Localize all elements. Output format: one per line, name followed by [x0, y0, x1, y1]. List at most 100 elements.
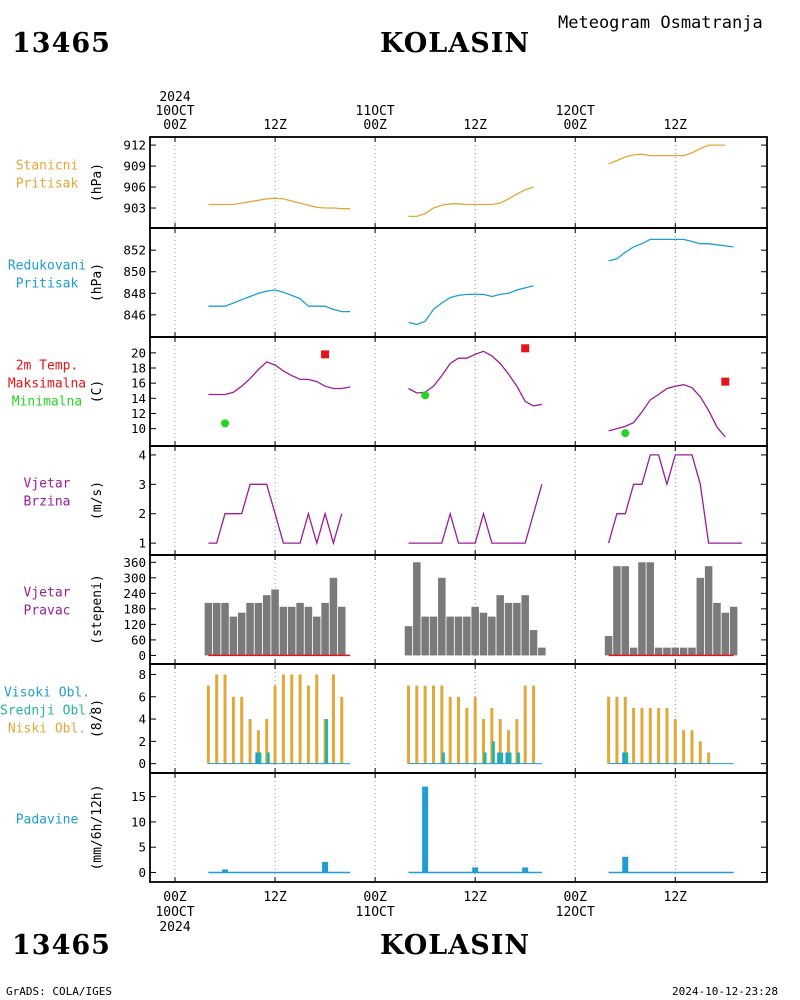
- clouds-label-0: Visoki Obl.: [4, 686, 90, 701]
- top-time-label-0-2: 00Z: [163, 118, 187, 133]
- clouds-bar-0-38: [648, 707, 652, 764]
- clouds-ytick-label-3: 6: [138, 689, 146, 704]
- wind-direction-bar-0-23: [454, 616, 463, 656]
- clouds-bar-0-25: [473, 696, 477, 764]
- precipitation-bar-0-0: [222, 869, 229, 873]
- header-station-name: KOLASIN: [380, 28, 531, 59]
- temperature-marker-square-2: [721, 377, 730, 386]
- clouds-bar-1-4: [483, 752, 487, 764]
- wind-speed-ytick-label-1: 2: [138, 506, 146, 521]
- precipitation-bar-0-2: [422, 786, 429, 873]
- temperature-panel-frame: [149, 336, 768, 447]
- wind-direction-bar-0-0: [204, 602, 213, 656]
- temperature-ytick-label-2: 14: [131, 391, 146, 406]
- clouds-bar-0-9: [281, 674, 285, 764]
- pressure-series-0-line-1: [408, 186, 534, 218]
- reduced-pressure-ytick-label-3: 852: [123, 243, 146, 258]
- bottom-time-label-2-0: 00Z: [363, 890, 387, 905]
- precipitation-label-0: Padavine: [16, 813, 79, 828]
- clouds-bar-0-35: [623, 696, 627, 764]
- reduced-pressure-ytick-label-0: 846: [123, 307, 146, 322]
- clouds-bar-0-17: [406, 685, 410, 764]
- temperature-series-0-line-0: [208, 361, 351, 396]
- clouds-bar-0-13: [315, 674, 319, 764]
- wind-direction-bar-0-9: [279, 606, 288, 656]
- wind-direction-bar-0-37: [629, 647, 638, 656]
- clouds-bar-1-8: [516, 752, 520, 764]
- bottom-time-label-4-1: 12OCT: [556, 905, 595, 920]
- wind-direction-bar-0-20: [429, 616, 438, 656]
- top-time-label-5-0: 12Z: [664, 118, 688, 133]
- wind-direction-bar-0-38: [638, 562, 646, 656]
- clouds-bar-0-21: [440, 685, 444, 764]
- wind-direction-bar-0-41: [663, 647, 671, 656]
- pressure-panel-frame: [149, 136, 768, 229]
- wind-direction-bar-0-11: [296, 602, 304, 656]
- clouds-ytick-label-4: 8: [138, 667, 146, 682]
- clouds-bar-0-2: [223, 674, 227, 764]
- pressure-label-0: Stanicni: [16, 159, 79, 174]
- clouds-bar-2-3: [622, 752, 626, 764]
- wind-direction-bar-0-33: [538, 647, 546, 656]
- wind-direction-bar-0-24: [463, 616, 471, 656]
- precipitation-bar-0-5: [622, 856, 629, 873]
- clouds-bar-1-2: [325, 719, 329, 764]
- footer-credit: GrADS: COLA/IGES: [6, 985, 112, 998]
- wind-direction-bar-0-22: [446, 616, 454, 656]
- clouds-bar-1-9: [625, 752, 629, 764]
- wind-speed-label-0: Vjetar: [24, 477, 71, 492]
- bottom-time-label-4-0: 00Z: [563, 890, 587, 905]
- temperature-ytick-label-3: 16: [131, 376, 146, 391]
- footer-timestamp: 2024-10-12-23:28: [672, 985, 778, 998]
- wind-direction-bar-0-8: [271, 589, 279, 656]
- clouds-bar-0-32: [532, 685, 536, 764]
- precipitation-ytick-label-2: 10: [131, 814, 146, 829]
- wind-direction-bar-0-43: [679, 647, 688, 656]
- clouds-bar-0-24: [465, 707, 469, 764]
- pressure-ytick-label-1: 906: [123, 180, 146, 195]
- temperature-ytick-label-0: 10: [131, 421, 146, 436]
- wind-direction-bar-0-25: [471, 606, 479, 656]
- clouds-bar-0-12: [306, 685, 310, 764]
- bottom-time-label-0-1: 10OCT: [155, 905, 194, 920]
- bottom-time-label-5-0: 12Z: [664, 890, 688, 905]
- clouds-ytick-label-2: 4: [138, 712, 146, 727]
- temperature-marker-circle-2: [621, 429, 630, 438]
- top-time-label-3-0: 12Z: [463, 118, 487, 133]
- clouds-bar-0-40: [665, 707, 669, 764]
- clouds-bar-0-18: [415, 685, 419, 764]
- precipitation-ytick-label-0: 0: [138, 865, 146, 880]
- precipitation-bar-0-3: [472, 867, 479, 873]
- wind-direction-bar-0-36: [621, 566, 630, 656]
- wind-direction-bar-0-4: [237, 612, 246, 656]
- wind-direction-bar-0-48: [721, 612, 730, 656]
- wind-direction-bar-0-46: [704, 566, 713, 656]
- reduced-pressure-label-1: Pritisak: [16, 277, 79, 292]
- clouds-bar-0-8: [273, 685, 277, 764]
- clouds-bar-0-37: [640, 707, 644, 764]
- top-time-label-4-0: 12OCT: [556, 104, 595, 119]
- wind-direction-bar-0-14: [321, 602, 329, 656]
- clouds-unit-label: (8/8): [90, 699, 105, 738]
- clouds-bar-1-0: [258, 752, 262, 764]
- wind-direction-bar-0-18: [413, 562, 421, 656]
- clouds-bar-0-4: [240, 696, 244, 764]
- clouds-bar-0-28: [498, 719, 502, 764]
- temperature-marker-square-1: [521, 344, 530, 353]
- temperature-marker-circle-1: [421, 391, 430, 400]
- bottom-time-label-2-1: 11OCT: [356, 905, 395, 920]
- wind-direction-ytick-label-3: 180: [123, 601, 146, 616]
- clouds-bar-2-1: [497, 752, 501, 764]
- precipitation-unit-label: (mm/6h/12h): [90, 784, 105, 870]
- wind-direction-ytick-label-1: 60: [131, 632, 146, 647]
- clouds-bar-2-2: [505, 752, 509, 764]
- reduced-pressure-series-0-line-0: [208, 289, 351, 313]
- temperature-marker-square-0: [321, 350, 330, 359]
- clouds-bar-2-0: [255, 752, 259, 764]
- wind-speed-label-1: Brzina: [24, 495, 71, 510]
- wind-direction-ytick-label-5: 300: [123, 570, 146, 585]
- temperature-label-1: Maksimalna: [8, 377, 86, 392]
- bottom-time-label-0-0: 00Z: [163, 890, 187, 905]
- wind-direction-ytick-label-6: 360: [123, 555, 146, 570]
- pressure-unit-label: (hPa): [90, 163, 105, 202]
